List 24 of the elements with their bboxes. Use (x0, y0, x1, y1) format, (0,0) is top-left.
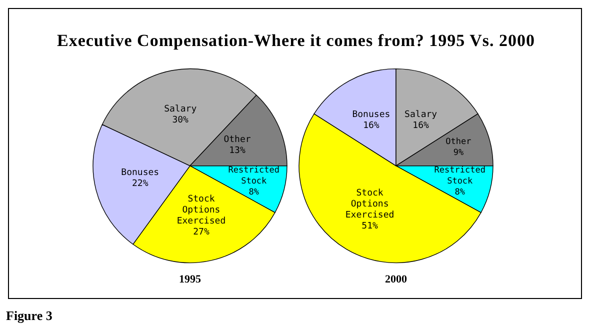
data-label: 22% (132, 179, 149, 190)
slice-label: Stock Options Exercised (345, 188, 394, 221)
data-label: 16% (363, 121, 380, 132)
slice-label: Other (224, 134, 252, 145)
text: Executive Compensation-Where it comes from? 1995 Vs. 2000 (56, 31, 536, 51)
data-label: 27% (193, 228, 210, 238)
data-label: 13% (229, 146, 246, 156)
data-label: 9% (453, 148, 464, 158)
text: 1995 (179, 274, 202, 286)
data-label: 8% (248, 188, 260, 198)
slice-label: Other (446, 136, 472, 147)
slice-label: Bonuses (352, 110, 390, 120)
data-label: 51% (362, 222, 378, 232)
slice-label: Stock Options Exercised (176, 194, 226, 227)
data-label: 30% (172, 116, 190, 126)
slice-label: Salary (404, 110, 438, 120)
slice-label: Restricted Stock (434, 166, 486, 187)
data-label: 16% (412, 121, 430, 132)
caption: Figure 3 (6, 308, 52, 324)
slice-label: Bonuses (121, 168, 160, 178)
text: 2000 (385, 274, 408, 286)
data-label: 8% (454, 188, 466, 198)
slice-label: Restricted Stock (228, 166, 280, 187)
slice-label: Salary (164, 104, 198, 115)
